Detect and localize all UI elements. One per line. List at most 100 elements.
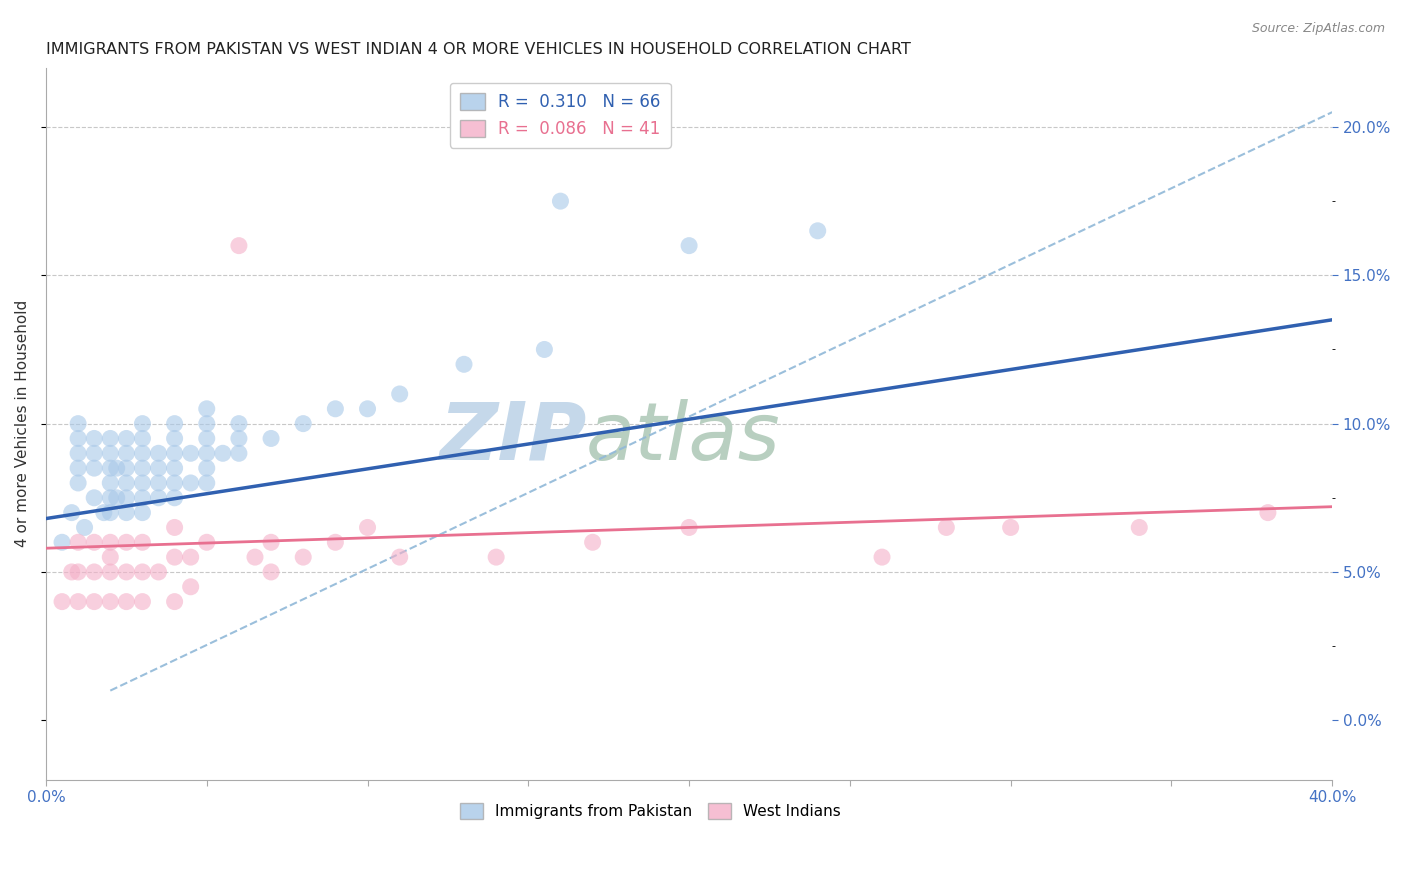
Point (325, 535, 347, 549)
Text: Source: ZipAtlas.com: Source: ZipAtlas.com (1251, 22, 1385, 36)
Point (148, 491, 170, 505)
Point (83, 565, 105, 579)
Point (83, 432, 105, 446)
Y-axis label: 4 or more Vehicles in Household: 4 or more Vehicles in Household (15, 300, 30, 548)
Point (581, 535, 603, 549)
Point (807, 224, 830, 238)
Point (93, 506, 115, 520)
Point (98, 491, 121, 505)
Point (83, 446, 105, 460)
Point (131, 491, 153, 505)
Point (115, 594, 138, 608)
Point (453, 357, 475, 371)
Point (98, 565, 121, 579)
Point (533, 343, 555, 357)
Text: ZIP: ZIP (439, 399, 586, 477)
Point (83, 535, 105, 549)
Point (131, 565, 153, 579)
Point (83, 594, 105, 608)
Point (292, 550, 315, 565)
Point (115, 535, 138, 549)
Point (935, 520, 957, 534)
Point (115, 461, 138, 475)
Point (195, 446, 218, 460)
Point (60, 565, 83, 579)
Point (115, 565, 138, 579)
Point (260, 535, 283, 549)
Point (131, 594, 153, 608)
Point (60, 506, 83, 520)
Point (195, 432, 218, 446)
Point (148, 461, 170, 475)
Point (180, 446, 202, 460)
Point (163, 446, 186, 460)
Point (228, 238, 250, 252)
Point (98, 535, 121, 549)
Point (260, 432, 283, 446)
Point (98, 432, 121, 446)
Legend: Immigrants from Pakistan, West Indians: Immigrants from Pakistan, West Indians (454, 797, 846, 825)
Point (163, 475, 186, 490)
Point (243, 550, 266, 565)
Point (83, 461, 105, 475)
Point (131, 535, 153, 549)
Point (131, 446, 153, 460)
Point (131, 417, 153, 431)
Point (67, 417, 90, 431)
Point (211, 446, 233, 460)
Point (115, 475, 138, 490)
Point (870, 550, 893, 565)
Point (163, 594, 186, 608)
Text: IMMIGRANTS FROM PAKISTAN VS WEST INDIAN 4 OR MORE VEHICLES IN HOUSEHOLD CORRELAT: IMMIGRANTS FROM PAKISTAN VS WEST INDIAN … (46, 42, 911, 57)
Point (485, 550, 508, 565)
Point (105, 461, 128, 475)
Point (115, 446, 138, 460)
Point (356, 520, 378, 534)
Point (195, 475, 218, 490)
Point (180, 550, 202, 565)
Point (148, 475, 170, 490)
Point (51, 535, 73, 549)
Point (228, 417, 250, 431)
Point (115, 432, 138, 446)
Point (67, 432, 90, 446)
Point (163, 491, 186, 505)
Point (388, 387, 411, 401)
Point (98, 461, 121, 475)
Point (1000, 520, 1022, 534)
Point (228, 432, 250, 446)
Point (180, 475, 202, 490)
Point (67, 594, 90, 608)
Point (148, 565, 170, 579)
Point (550, 194, 572, 208)
Point (260, 565, 283, 579)
Point (195, 401, 218, 416)
Point (195, 417, 218, 431)
Point (73, 520, 96, 534)
Point (356, 401, 378, 416)
Point (195, 535, 218, 549)
Point (228, 446, 250, 460)
Point (131, 461, 153, 475)
Point (163, 461, 186, 475)
Point (98, 594, 121, 608)
Point (678, 520, 700, 534)
Point (131, 475, 153, 490)
Point (83, 491, 105, 505)
Point (67, 475, 90, 490)
Point (1257, 506, 1279, 520)
Point (67, 565, 90, 579)
Point (388, 550, 411, 565)
Point (1128, 520, 1150, 534)
Point (163, 550, 186, 565)
Point (325, 401, 347, 416)
Point (180, 580, 202, 594)
Point (98, 550, 121, 565)
Point (98, 475, 121, 490)
Point (98, 446, 121, 460)
Point (292, 417, 315, 431)
Point (115, 491, 138, 505)
Point (67, 535, 90, 549)
Point (131, 432, 153, 446)
Point (98, 506, 121, 520)
